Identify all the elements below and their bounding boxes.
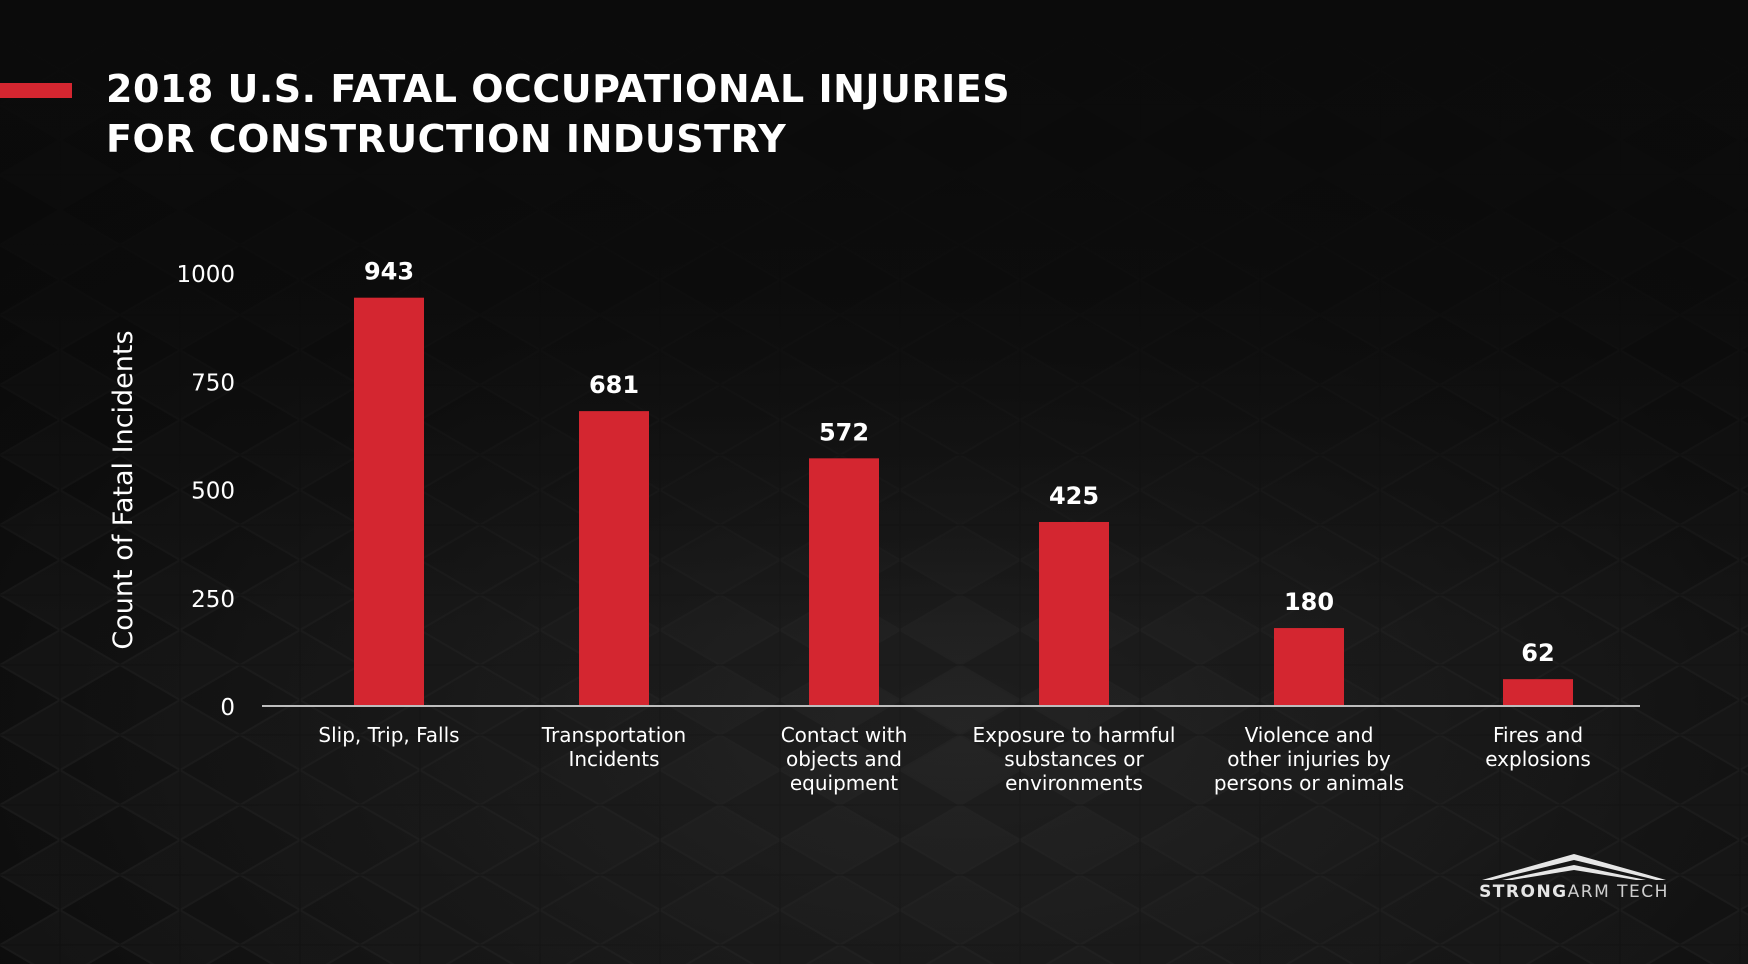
x-tick-label-line: Fires and bbox=[1493, 723, 1583, 747]
x-tick-label-line: substances or bbox=[1004, 747, 1144, 771]
logo-text-bold: STRONG bbox=[1479, 882, 1568, 902]
y-axis-label: Count of Fatal Incidents bbox=[108, 330, 139, 649]
x-tick-label-line: persons or animals bbox=[1214, 771, 1404, 795]
x-tick-label-line: Transportation bbox=[541, 723, 686, 747]
x-tick-label-line: Contact with bbox=[781, 723, 908, 747]
x-axis-labels: Slip, Trip, Falls Transportation Incidents… bbox=[318, 723, 1590, 795]
data-label: 943 bbox=[364, 258, 414, 286]
x-tick-label-line: environments bbox=[1005, 771, 1143, 795]
x-tick-label-line: Violence and bbox=[1245, 723, 1374, 747]
x-tick-label-line: other injuries by bbox=[1227, 747, 1391, 771]
data-label: 425 bbox=[1049, 482, 1099, 510]
y-tick-label: 500 bbox=[191, 479, 235, 505]
data-label: 62 bbox=[1521, 639, 1554, 667]
x-tick-label-line: Exposure to harmful bbox=[973, 723, 1176, 747]
x-tick-label: Slip, Trip, Falls bbox=[318, 723, 459, 747]
x-tick-label-line: Incidents bbox=[568, 747, 659, 771]
bar bbox=[354, 297, 424, 706]
page-title: 2018 U.S. FATAL OCCUPATIONAL INJURIES FO… bbox=[106, 64, 1010, 164]
company-logo-text: STRONGARM TECH bbox=[1474, 882, 1674, 902]
page-title-line-2: FOR CONSTRUCTION INDUSTRY bbox=[106, 117, 787, 161]
title-accent-bar bbox=[0, 83, 72, 98]
x-tick-label-line: equipment bbox=[790, 771, 898, 795]
data-label: 681 bbox=[589, 371, 639, 399]
value-labels: 943 681 572 425 180 62 bbox=[364, 258, 1555, 667]
bar bbox=[1503, 679, 1573, 706]
x-tick-label: Contact with objects and equipment bbox=[781, 723, 908, 795]
x-tick-label: Fires and explosions bbox=[1485, 723, 1591, 771]
x-tick-label-line: explosions bbox=[1485, 747, 1591, 771]
x-tick-label-line: Slip, Trip, Falls bbox=[318, 723, 459, 747]
data-label: 572 bbox=[819, 418, 869, 446]
y-axis-ticks: 0 250 500 750 1000 bbox=[176, 262, 235, 721]
bar bbox=[1039, 521, 1109, 706]
x-tick-label: Transportation Incidents bbox=[541, 723, 686, 771]
x-tick-label: Violence and other injuries by persons or … bbox=[1214, 723, 1404, 795]
data-label: 180 bbox=[1284, 588, 1334, 616]
logo-text-light: ARM TECH bbox=[1567, 882, 1669, 902]
bars bbox=[354, 297, 1573, 706]
bar bbox=[579, 411, 649, 706]
bar bbox=[809, 458, 879, 706]
y-tick-label: 750 bbox=[191, 370, 235, 396]
bar bbox=[1274, 628, 1344, 706]
x-tick-label: Exposure to harmful substances or environm… bbox=[973, 723, 1176, 795]
y-tick-label: 0 bbox=[220, 695, 235, 721]
roof-chevron-icon bbox=[1482, 854, 1666, 880]
y-tick-label: 250 bbox=[191, 587, 235, 613]
x-tick-label-line: objects and bbox=[786, 747, 902, 771]
page-title-line-1: 2018 U.S. FATAL OCCUPATIONAL INJURIES bbox=[106, 67, 1011, 111]
y-tick-label: 1000 bbox=[176, 262, 235, 288]
